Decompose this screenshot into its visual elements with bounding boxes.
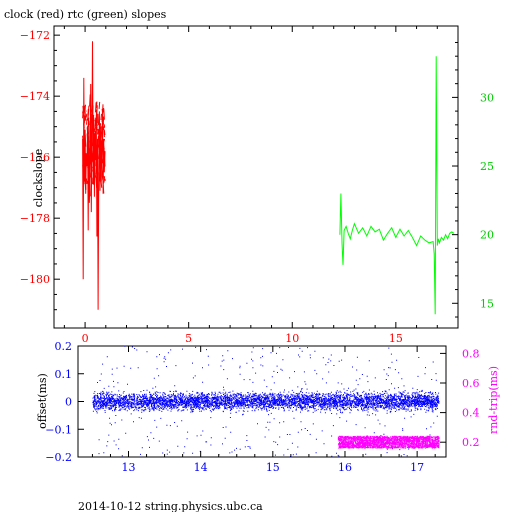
bottom-left-y-axis: 0.2 0.1 0 −0.1 −0.2 xyxy=(45,340,84,464)
footer-text: 2014-10-12 string.physics.ubc.ca xyxy=(78,500,263,512)
top-right-y-tick-label: 30 xyxy=(480,91,494,104)
bottom-x-tick-label: 14 xyxy=(194,461,208,474)
top-right-y-axis: 15 20 25 30 xyxy=(452,41,494,318)
bottom-x-tick-label: 17 xyxy=(410,461,424,474)
bottom-right-y-axis: 0.8 0.6 0.4 0.2 xyxy=(440,347,480,449)
top-right-y-tick-label: 20 xyxy=(480,229,494,242)
bottom-right-y-tick-label: 0.8 xyxy=(462,347,480,360)
bottom-x-axis: 13 14 15 16 17 xyxy=(91,346,436,474)
round-trip-series-band xyxy=(337,435,440,449)
top-left-y-axis: −172 −174 −176 −178 −180 xyxy=(20,29,60,311)
bottom-series-group xyxy=(92,345,440,457)
bottom-right-y-tick-label: 0.2 xyxy=(462,436,480,449)
top-left-y-tick-label: −176 xyxy=(20,151,50,164)
top-left-y-tick-label: −178 xyxy=(20,212,50,225)
top-left-y-tick-label: −180 xyxy=(20,273,50,286)
top-x-axis: 0 5 10 15 xyxy=(63,26,438,345)
chart-title: clock (red) rtc (green) slopes xyxy=(4,8,167,21)
top-x-tick-label: 10 xyxy=(285,332,299,345)
top-series-group xyxy=(82,41,455,315)
top-right-y-tick-label: 15 xyxy=(480,297,494,310)
top-right-y-tick-label: 25 xyxy=(480,160,494,173)
bottom-x-tick-label: 15 xyxy=(266,461,280,474)
top-left-y-tick-label: −174 xyxy=(20,90,50,103)
bottom-right-y-tick-label: 0.4 xyxy=(462,407,480,420)
top-left-y-tick-label: −172 xyxy=(20,29,50,42)
bottom-right-y-tick-label: 0.6 xyxy=(462,377,480,390)
clock-slope-series-noise xyxy=(82,94,106,197)
rtc-slope-series-line xyxy=(339,56,455,315)
top-plot-frame xyxy=(53,25,459,329)
bottom-x-tick-label: 13 xyxy=(122,461,136,474)
bottom-y-axis-label: offset(ms) xyxy=(36,373,49,429)
bottom-x-tick-label: 16 xyxy=(338,461,352,474)
top-x-tick-label: 15 xyxy=(389,332,403,345)
offset-series-band xyxy=(92,388,440,415)
bottom-left-y-tick-label: −0.2 xyxy=(45,451,72,464)
top-x-tick-label: 0 xyxy=(82,332,89,345)
bottom-left-y-tick-label: −0.1 xyxy=(45,423,72,436)
top-x-tick-label: 5 xyxy=(185,332,192,345)
top-y-axis-label: clockslope xyxy=(32,149,45,207)
bottom-left-y-tick-label: 0 xyxy=(65,396,72,409)
bottom-right-y-axis-label: rnd-trip(ms) xyxy=(487,366,500,434)
bottom-left-y-tick-label: 0.1 xyxy=(55,368,73,381)
bottom-left-y-tick-label: 0.2 xyxy=(55,340,73,353)
